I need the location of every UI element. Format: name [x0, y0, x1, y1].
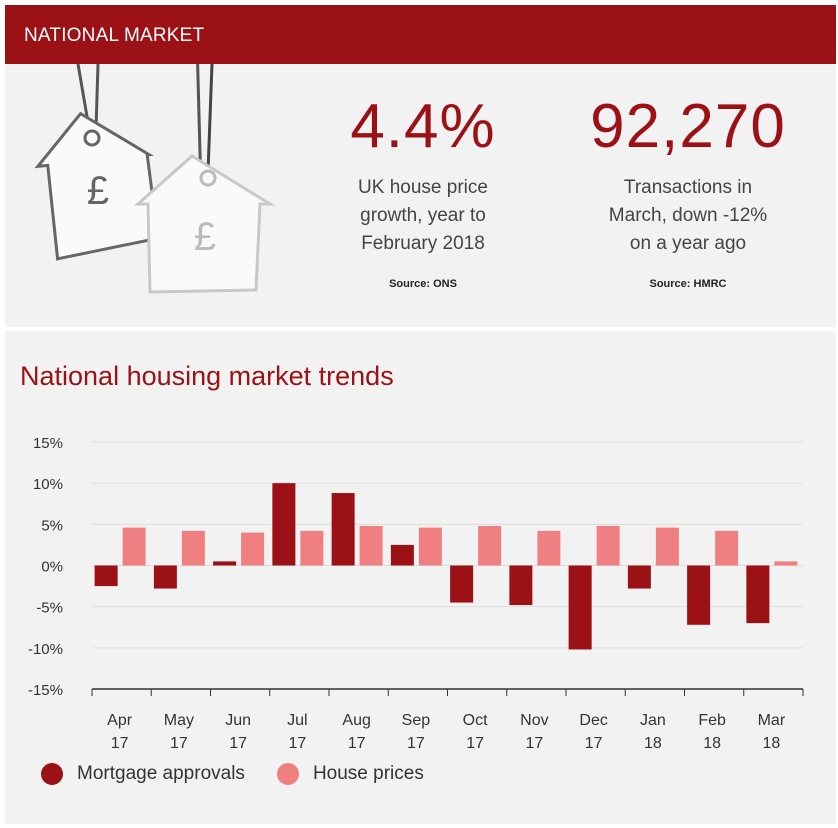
- stat-description-line: March, down -12%: [608, 205, 768, 226]
- price-tag-front-outline-icon: £: [134, 64, 276, 294]
- x-tick-label: Feb: [698, 712, 726, 729]
- bar-mortgage: [272, 483, 296, 566]
- x-tick-label: 17: [407, 735, 425, 752]
- stat-description-line: February 2018: [361, 233, 485, 254]
- x-tick-label: Nov: [520, 712, 548, 729]
- bar-house-prices: [300, 530, 324, 566]
- y-tick-label: -10%: [28, 641, 63, 658]
- x-tick-label: Mar: [758, 712, 786, 729]
- bar-mortgage: [213, 561, 237, 566]
- bar-mortgage: [687, 565, 711, 625]
- bar-mortgage: [153, 565, 177, 589]
- stat-value: 4.4%: [350, 92, 496, 161]
- pound-symbol-icon: £: [87, 169, 109, 213]
- transactions-stat: 92,270 Transactions in March, down -12% …: [573, 92, 803, 290]
- stat-description-line: growth, year to: [360, 205, 486, 226]
- bar-mortgage: [390, 544, 414, 566]
- bar-mortgage: [746, 565, 770, 624]
- legend-swatch: [276, 763, 299, 785]
- bar-mortgage: [331, 493, 355, 566]
- bar-house-prices: [359, 525, 383, 566]
- chart-panel: National housing market trends 15% 10% 5% 0…: [5, 331, 836, 824]
- house-price-growth-stat: 4.4% UK house price growth, year to Febr…: [333, 92, 513, 290]
- stat-description-line: on a year ago: [629, 233, 747, 254]
- y-tick-label: 15%: [33, 435, 63, 452]
- x-tick-label: May: [164, 712, 194, 729]
- bar-house-prices: [715, 530, 739, 566]
- stat-description: UK house price growth, year to February …: [333, 174, 513, 258]
- x-tick-label: 17: [170, 735, 188, 752]
- price-tag-house-icon: £ £: [34, 64, 276, 294]
- bar-house-prices: [596, 525, 620, 566]
- bar-mortgage: [94, 565, 118, 587]
- y-tick-label: 5%: [41, 517, 63, 534]
- bar-mortgage: [568, 565, 592, 650]
- bar-chart: 15% 10% 5% 0% -5% -10% -15% Apr 17 May 17 Jun 17 Jul 1…: [28, 435, 804, 752]
- bar-house-prices: [537, 530, 561, 566]
- x-tick-label: Oct: [463, 712, 488, 729]
- price-tag-front-icon: [196, 64, 203, 175]
- bar-house-prices: [774, 561, 798, 566]
- header-title: NATIONAL MARKET: [24, 25, 205, 46]
- legend-swatch: [41, 763, 63, 785]
- x-tick-label: 18: [762, 735, 780, 752]
- bar-house-prices: [418, 527, 442, 566]
- legend-item-mortgage: Mortgage approvals: [41, 763, 245, 785]
- x-tick-label: 17: [288, 735, 306, 752]
- x-tick-label: 17: [525, 735, 543, 752]
- y-tick-label: 10%: [33, 476, 63, 493]
- bar-house-prices: [478, 525, 502, 566]
- legend-label: House prices: [312, 763, 424, 784]
- x-tick-label: 17: [466, 735, 484, 752]
- legend-label: Mortgage approvals: [77, 763, 245, 784]
- y-tick-label: -15%: [28, 682, 63, 699]
- stat-source: Source: ONS: [389, 278, 457, 290]
- legend-item-house-prices: House prices: [276, 763, 424, 785]
- x-tick-label: 17: [229, 735, 247, 752]
- stats-panel: £ £ 4.4% UK house price growth, year to …: [5, 64, 836, 327]
- bar-house-prices: [241, 532, 265, 566]
- chart-title: National housing market trends: [20, 361, 394, 391]
- price-tag-back-icon: £: [34, 64, 160, 261]
- stat-description-line: Transactions in: [623, 177, 753, 198]
- x-tick-label: Jun: [225, 712, 251, 729]
- bar-mortgage: [627, 565, 651, 589]
- chart-legend: Mortgage approvals House prices: [41, 763, 456, 785]
- x-tick-label: Jul: [287, 712, 307, 729]
- stat-source: Source: HMRC: [649, 278, 727, 290]
- stat-description-line: UK house price: [358, 177, 488, 198]
- x-tick-label: 17: [348, 735, 366, 752]
- x-tick-label: 18: [644, 735, 662, 752]
- x-tick-label: Dec: [579, 712, 607, 729]
- x-tick-label: 18: [703, 735, 721, 752]
- y-tick-label: 0%: [41, 559, 63, 576]
- y-tick-label: -5%: [36, 600, 63, 617]
- stat-value: 92,270: [590, 92, 786, 161]
- bar-mortgage: [450, 565, 474, 603]
- x-tick-label: Apr: [107, 712, 133, 729]
- bar-house-prices: [181, 530, 205, 566]
- x-tick-label: Sep: [402, 712, 431, 729]
- bar-house-prices: [655, 527, 679, 566]
- bar-mortgage: [509, 565, 533, 606]
- pound-symbol-icon: £: [194, 215, 216, 259]
- x-tick-label: Jan: [640, 712, 666, 729]
- x-tick-label: Aug: [342, 712, 370, 729]
- stat-description: Transactions in March, down -12% on a ye…: [573, 174, 803, 258]
- header-bar: NATIONAL MARKET: [5, 5, 836, 64]
- bar-house-prices: [122, 527, 146, 566]
- x-tick-label: 17: [585, 735, 603, 752]
- x-tick-label: 17: [111, 735, 129, 752]
